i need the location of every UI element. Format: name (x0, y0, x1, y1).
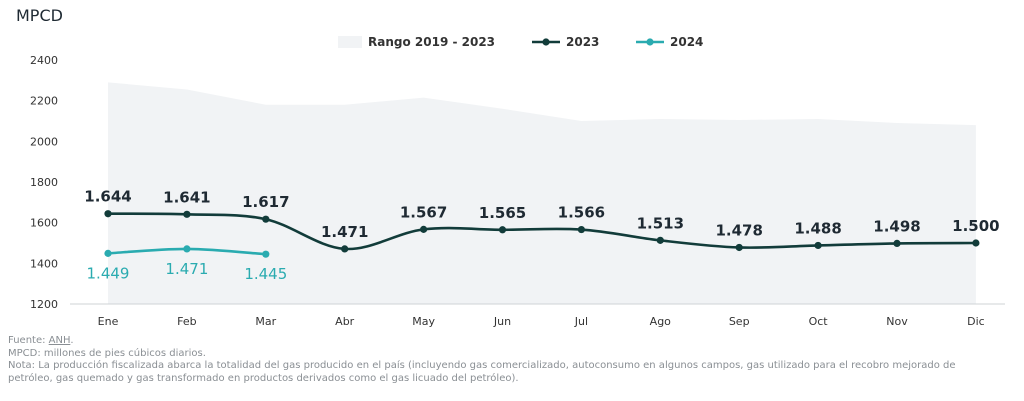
data-label: 1.567 (400, 203, 447, 221)
data-point (577, 225, 586, 234)
data-label: 1.498 (873, 217, 920, 235)
data-point (498, 226, 507, 234)
y-tick-label: 2000 (30, 135, 58, 148)
note-line-1: Nota: La producción fiscalizada abarca l… (8, 360, 956, 371)
data-label: 1.478 (715, 221, 762, 239)
data-point (656, 236, 664, 244)
x-tick-label: Jul (574, 315, 588, 328)
data-point (262, 250, 270, 258)
series-line-2023 (106, 212, 978, 251)
footnotes: Fuente: ANH. MPCD: millones de pies cúbi… (8, 335, 1018, 385)
data-point (104, 210, 112, 218)
data-point (735, 243, 743, 252)
x-tick-label: May (412, 315, 435, 328)
series-2023: 1.644 1.641 1.617 1.471 1.567 1.565 1.566 1.513… (84, 188, 1000, 253)
data-label: 1.471 (321, 223, 368, 241)
y-tick-label: 2400 (30, 54, 58, 67)
y-tick-label: 1200 (30, 298, 58, 311)
data-label: 1.566 (558, 204, 605, 222)
range-band-layer (108, 82, 976, 304)
x-tick-label: Sep (729, 315, 750, 328)
data-label: 1.445 (244, 265, 287, 283)
data-label: 1.644 (84, 188, 131, 206)
y-axis: 1200 1400 1600 1800 2000 2200 2400 (30, 54, 58, 311)
x-tick-label: Dic (967, 315, 985, 328)
legend-label-2023: 2023 (566, 35, 599, 49)
line-chart: Rango 2019 - 2023 2023 2024 1200 1400 1600 18… (30, 35, 1005, 328)
unit-label: MPCD (16, 6, 63, 25)
x-tick-label: Ago (650, 315, 672, 328)
note-line-2: petróleo, gas quemado y gas transformado… (8, 372, 519, 384)
y-tick-label: 1600 (30, 217, 58, 230)
data-point (893, 239, 901, 248)
data-label: 1.449 (87, 264, 130, 282)
source-line: Fuente: ANH. (8, 335, 1018, 348)
data-point (972, 239, 980, 247)
legend-label-range: Rango 2019 - 2023 (368, 35, 495, 49)
legend-swatch-range (338, 36, 362, 48)
data-label: 1.617 (242, 193, 289, 211)
legend-marker-2023 (542, 38, 550, 46)
x-tick-label: Jun (493, 315, 511, 328)
source-suffix: . (70, 335, 74, 346)
legend: Rango 2019 - 2023 2023 2024 (338, 35, 703, 49)
x-tick-label: Feb (177, 315, 196, 328)
data-point (814, 241, 822, 250)
data-point (341, 245, 349, 253)
series-layer: 1.644 1.641 1.617 1.471 1.567 1.565 1.566 1.513… (84, 188, 999, 283)
data-label: 1.641 (163, 188, 210, 206)
data-point (104, 249, 112, 257)
data-label: 1.513 (637, 214, 684, 232)
data-point (420, 225, 428, 233)
y-tick-label: 1800 (30, 176, 58, 189)
data-label: 1.471 (165, 260, 208, 278)
range-band (108, 82, 976, 304)
series-2024: 1.449 1.471 1.445 (87, 245, 287, 283)
source-link[interactable]: ANH (48, 335, 71, 346)
data-label: 1.565 (479, 204, 526, 222)
x-tick-label: Mar (255, 315, 276, 328)
legend-label-2024: 2024 (670, 35, 703, 49)
data-point (183, 245, 191, 253)
data-point (262, 215, 270, 223)
y-tick-label: 1400 (30, 257, 58, 270)
x-tick-label: Nov (886, 315, 908, 328)
legend-marker-2024 (646, 38, 654, 46)
y-tick-label: 2200 (30, 95, 58, 108)
source-prefix: Fuente: (8, 335, 49, 346)
data-point (183, 210, 191, 218)
x-tick-label: Abr (335, 315, 355, 328)
mpcd-note: MPCD: millones de pies cúbicos diarios. (8, 347, 206, 359)
data-label: 1.488 (794, 219, 841, 237)
x-tick-label: Ene (98, 315, 119, 328)
x-axis: Ene Feb Mar Abr May Jun Jul Ago Sep Oct Nov Dic (70, 303, 1005, 328)
data-label: 1.500 (952, 217, 999, 235)
x-tick-label: Oct (809, 315, 829, 328)
